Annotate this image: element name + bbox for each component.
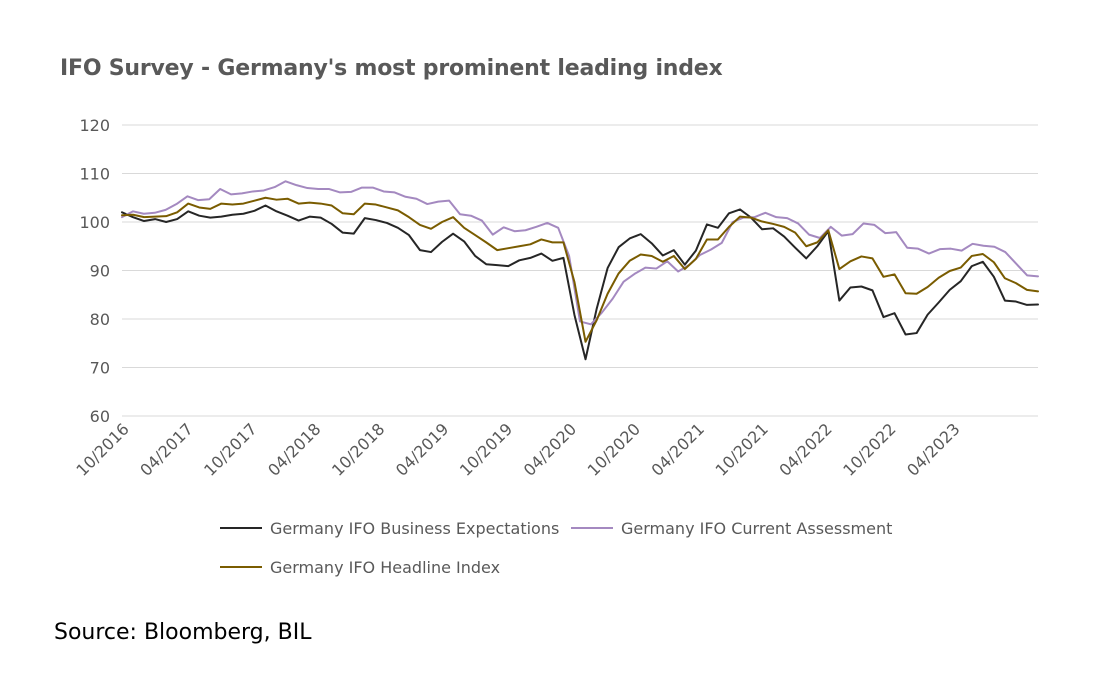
y-tick-label: 80 <box>90 310 110 329</box>
x-tick-label: 10/2019 <box>456 419 516 479</box>
series-line-2 <box>121 180 1039 326</box>
x-tick-label: 10/2018 <box>328 419 388 479</box>
x-tick-label: 04/2021 <box>648 419 708 479</box>
y-tick-label: 110 <box>79 165 110 184</box>
y-tick-label: 100 <box>79 213 110 232</box>
x-tick-label: 04/2017 <box>136 419 196 479</box>
series-lines <box>121 180 1039 361</box>
x-tick-label: 04/2022 <box>775 419 835 479</box>
series-line-3 <box>121 196 1039 343</box>
y-tick-label: 60 <box>90 407 110 426</box>
x-tick-label: 04/2023 <box>903 419 963 479</box>
x-tick-label: 10/2022 <box>839 419 899 479</box>
x-axis: 10/2016 04/2017 10/2017 04/2018 10/2018 04/20… <box>72 419 963 479</box>
chart-title: IFO Survey - Germany's most prominent le… <box>60 56 723 81</box>
source-note: Source: Bloomberg, BIL <box>54 620 312 645</box>
x-tick-label: 10/2017 <box>200 419 260 479</box>
x-tick-label: 04/2018 <box>264 419 324 479</box>
x-tick-label: 10/2016 <box>72 419 132 479</box>
x-tick-label: 04/2020 <box>520 419 580 479</box>
x-tick-label: 10/2020 <box>584 419 644 479</box>
x-tick-label: 10/2021 <box>711 419 771 479</box>
legend-label: Germany IFO Current Assessment <box>621 519 892 538</box>
y-axis: 60 70 80 90 100 110 120 <box>79 116 110 426</box>
legend: Germany IFO Business Expectations Germany… <box>220 519 892 577</box>
legend-label: Germany IFO Business Expectations <box>270 519 559 538</box>
y-tick-label: 70 <box>90 359 110 378</box>
series-line-1 <box>121 204 1039 361</box>
legend-label: Germany IFO Headline Index <box>270 558 500 577</box>
y-tick-label: 120 <box>79 116 110 135</box>
y-tick-label: 90 <box>90 262 110 281</box>
x-tick-label: 04/2019 <box>392 419 452 479</box>
gridlines <box>122 124 1038 417</box>
